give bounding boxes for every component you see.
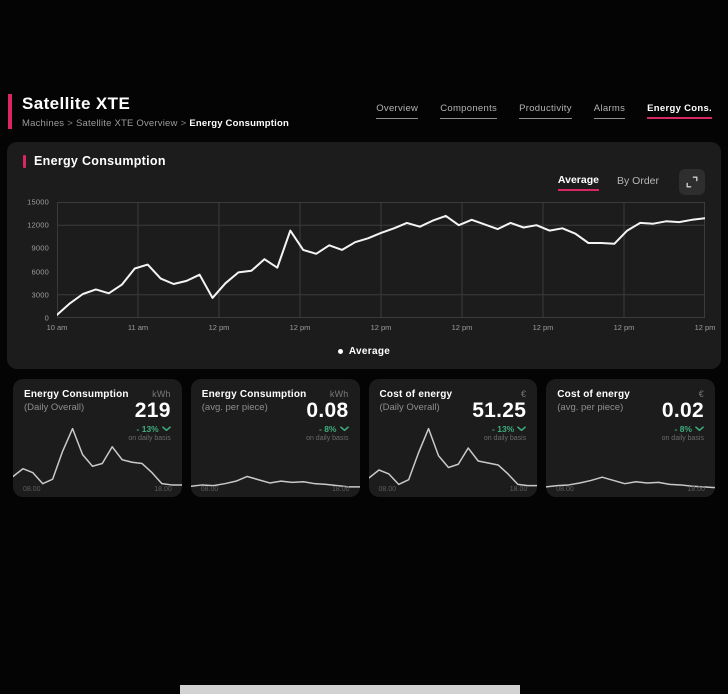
- panel-title: Energy Consumption: [23, 154, 705, 168]
- page-title: Satellite XTE: [22, 94, 131, 113]
- y-tick-9000: 9000: [31, 243, 49, 253]
- card-subtitle: (Daily Overall): [24, 402, 85, 413]
- stat-cards-row: Energy Consumption (Daily Overall) kWh 2…: [13, 379, 715, 497]
- panel-title-text: Energy Consumption: [34, 154, 166, 168]
- main-chart: 0 3000 6000 9000 12000 15000 10 am 11 am 12 pm 1…: [23, 198, 716, 336]
- nav-item-components[interactable]: Components: [440, 103, 498, 119]
- card-value: 51.25: [472, 399, 527, 422]
- trend-note: on daily basis: [128, 435, 171, 443]
- sparkline-chart: [546, 425, 715, 497]
- trend-note: on daily basis: [306, 435, 349, 443]
- card-unit: €: [698, 389, 704, 399]
- y-axis: 0 3000 6000 9000 12000 15000: [23, 198, 57, 323]
- card-title: Energy Consumption: [201, 389, 307, 400]
- stat-card-energy-consumption-avg-per-piece: Energy Consumption (avg. per piece) kWh …: [190, 379, 360, 497]
- legend-average[interactable]: Average: [23, 346, 705, 357]
- nav-item-overview[interactable]: Overview: [376, 103, 419, 119]
- trend-badge: - 8%: [662, 424, 704, 434]
- card-value: 219: [134, 399, 171, 422]
- energy-consumption-panel: Energy Consumption Average By Order 0 300…: [7, 142, 721, 369]
- sparkline-chart: [191, 425, 360, 497]
- x-tick-3-12-pm: 12 pm: [289, 323, 311, 332]
- card-unit: €: [521, 389, 527, 399]
- bottom-scrollbar[interactable]: [180, 685, 520, 694]
- trend-down-icon: [339, 426, 349, 432]
- spark-time-start: 08.00: [378, 486, 397, 493]
- x-tick-2-12-pm: 12 pm: [208, 323, 230, 332]
- y-tick-0: 0: [44, 313, 49, 323]
- sparkline-chart: [369, 425, 538, 497]
- card-subtitle: (avg. per piece): [201, 402, 268, 413]
- spark-time-end: 18.00: [687, 486, 705, 493]
- x-tick-1-11-am: 11 am: [127, 323, 149, 332]
- card-subtitle: (Daily Overall): [379, 402, 440, 413]
- spark-time-start: 08.00: [23, 486, 41, 493]
- y-tick-15000: 15000: [27, 197, 49, 207]
- breadcrumb-separator: >: [67, 118, 74, 129]
- trend-value: - 8%: [319, 424, 337, 435]
- nav-item-productivity[interactable]: Productivity: [519, 103, 572, 119]
- card-title: Energy Consumption: [24, 389, 129, 400]
- y-tick-6000: 6000: [31, 267, 49, 277]
- trend-badge: - 8%: [306, 424, 349, 435]
- x-tick-4-12-pm: 12 pm: [370, 323, 392, 332]
- chart-view-controls: Average By Order: [23, 168, 705, 196]
- top-nav: Overview Components Productivity Alarms Ener…: [376, 103, 712, 119]
- breadcrumb-item-satellite-xte-overview[interactable]: Satellite XTE Overview: [76, 118, 178, 129]
- expand-icon: [685, 175, 699, 189]
- x-axis: 10 am 11 am 12 pm 12 pm 12 pm 12 pm 12 pm 12 pm…: [47, 323, 716, 336]
- plot-area: 10 am 11 am 12 pm 12 pm 12 pm 12 pm 12 pm 12 pm…: [47, 202, 716, 336]
- stat-card-energy-consumption-daily-overall: Energy Consumption (Daily Overall) kWh 2…: [13, 379, 182, 497]
- x-tick-8-12-pm: 12 pm: [694, 323, 716, 332]
- stat-card-cost-of-energy-avg-per-piece: Cost of energy (avg. per piece) € 0.02 -…: [546, 379, 715, 497]
- nav-item-energy-cons[interactable]: Energy Cons.: [647, 103, 712, 119]
- legend-label: Average: [348, 346, 391, 357]
- y-tick-12000: 12000: [27, 220, 49, 230]
- tab-average[interactable]: Average: [557, 174, 599, 191]
- trend-down-icon: [517, 426, 527, 432]
- spark-time-end: 18.00: [154, 486, 172, 493]
- breadcrumb: Machines > Satellite XTE Overview > Energy C…: [22, 118, 289, 129]
- nav-item-alarms[interactable]: Alarms: [593, 103, 626, 119]
- trend-value: - 13%: [136, 424, 159, 435]
- trend-note: on daily basis: [483, 435, 527, 443]
- spark-time-start: 08.00: [200, 486, 219, 493]
- energy-line-chart: [57, 202, 705, 318]
- tab-by-order[interactable]: By Order: [616, 174, 659, 187]
- card-subtitle: (avg. per piece): [557, 402, 624, 413]
- trend-note: on daily basis: [661, 435, 704, 443]
- trend-value: - 8%: [674, 424, 692, 435]
- x-tick-7-12-pm: 12 pm: [613, 323, 635, 332]
- x-tick-0-10-am: 10 am: [46, 323, 68, 332]
- breadcrumb-separator: >: [180, 118, 187, 129]
- y-tick-3000: 3000: [31, 290, 49, 300]
- sparkline-chart: [13, 425, 182, 497]
- trend-badge: - 13%: [472, 424, 527, 435]
- trend-value: - 13%: [492, 424, 515, 435]
- trend-badge: - 13%: [128, 424, 171, 435]
- card-value: 0.02: [661, 399, 704, 422]
- spark-time-end: 18.00: [509, 486, 528, 493]
- legend-dot-icon: [337, 349, 343, 354]
- card-value: 0.08: [306, 399, 349, 422]
- trend-down-icon: [695, 426, 704, 432]
- card-unit: kWh: [329, 389, 349, 399]
- x-tick-5-12-pm: 12 pm: [451, 323, 473, 332]
- spark-time-start: 08.00: [556, 486, 574, 493]
- stat-card-cost-of-energy-daily-overall: Cost of energy (Daily Overall) € 51.25 -…: [368, 379, 538, 497]
- x-tick-6-12-pm: 12 pm: [532, 323, 554, 332]
- spark-time-end: 18.00: [331, 486, 350, 493]
- breadcrumb-item-energy-consumption: Energy Consumption: [189, 118, 289, 129]
- page-header: Satellite XTE Machines > Satellite XTE Ove…: [8, 94, 712, 129]
- accent-bar: [23, 154, 26, 168]
- expand-chart-button[interactable]: [679, 169, 705, 195]
- title-block: Satellite XTE Machines > Satellite XTE Ove…: [8, 94, 289, 129]
- trend-down-icon: [161, 426, 171, 432]
- breadcrumb-item-machines[interactable]: Machines: [22, 118, 65, 129]
- card-title: Cost of energy: [557, 389, 631, 400]
- card-title: Cost of energy: [379, 389, 453, 400]
- card-unit: kWh: [152, 389, 171, 399]
